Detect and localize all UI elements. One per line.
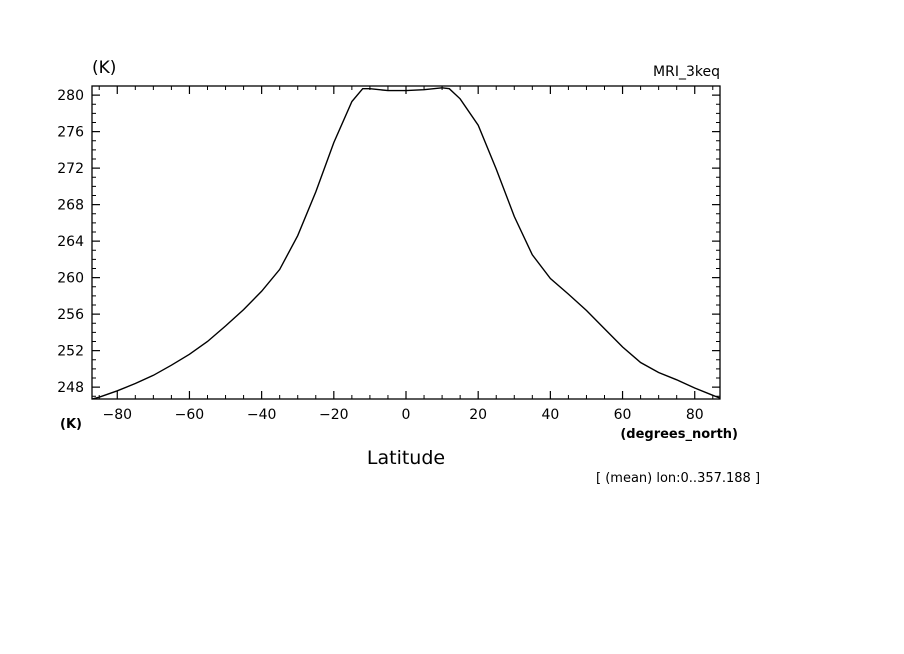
x-tick-label: 0 [402,407,411,423]
y-tick-label: 256 [57,307,84,323]
plot-frame [91,85,721,400]
x-axis-ticks [98,86,714,399]
x-tick-label: 40 [541,407,559,423]
y-axis-ticks [92,85,720,397]
x-tick-label: 20 [469,407,487,423]
y-tick-label: 268 [57,198,84,214]
y-tick-label: 248 [57,380,84,396]
y-tick-label: 252 [57,344,84,360]
x-tick-label: −80 [102,407,132,423]
y-units-label: (K) [60,417,82,432]
x-units-label: (degrees_north) [620,427,738,442]
x-tick-label: 80 [686,407,704,423]
x-tick-label: −60 [175,407,205,423]
model-name-label: MRI_3keq [653,64,720,80]
x-tick-label: 60 [614,407,632,423]
series-line [91,87,721,400]
y-tick-label: 264 [57,234,84,250]
x-tick-label: −40 [247,407,277,423]
y-units-header: (K) [92,58,116,78]
x-axis-tick-labels: −80 −60 −40 −20 0 20 40 60 80 [102,407,703,423]
x-tick-label: −20 [319,407,349,423]
y-tick-label: 272 [57,161,84,177]
y-axis-tick-labels: 248 252 256 260 264 268 272 276 280 [57,88,84,396]
x-axis-title: Latitude [367,447,445,469]
y-tick-label: 280 [57,88,84,104]
y-tick-label: 276 [57,125,84,141]
footnote-label: [ (mean) lon:0..357.188 ] [596,471,760,486]
y-tick-label: 260 [57,271,84,287]
